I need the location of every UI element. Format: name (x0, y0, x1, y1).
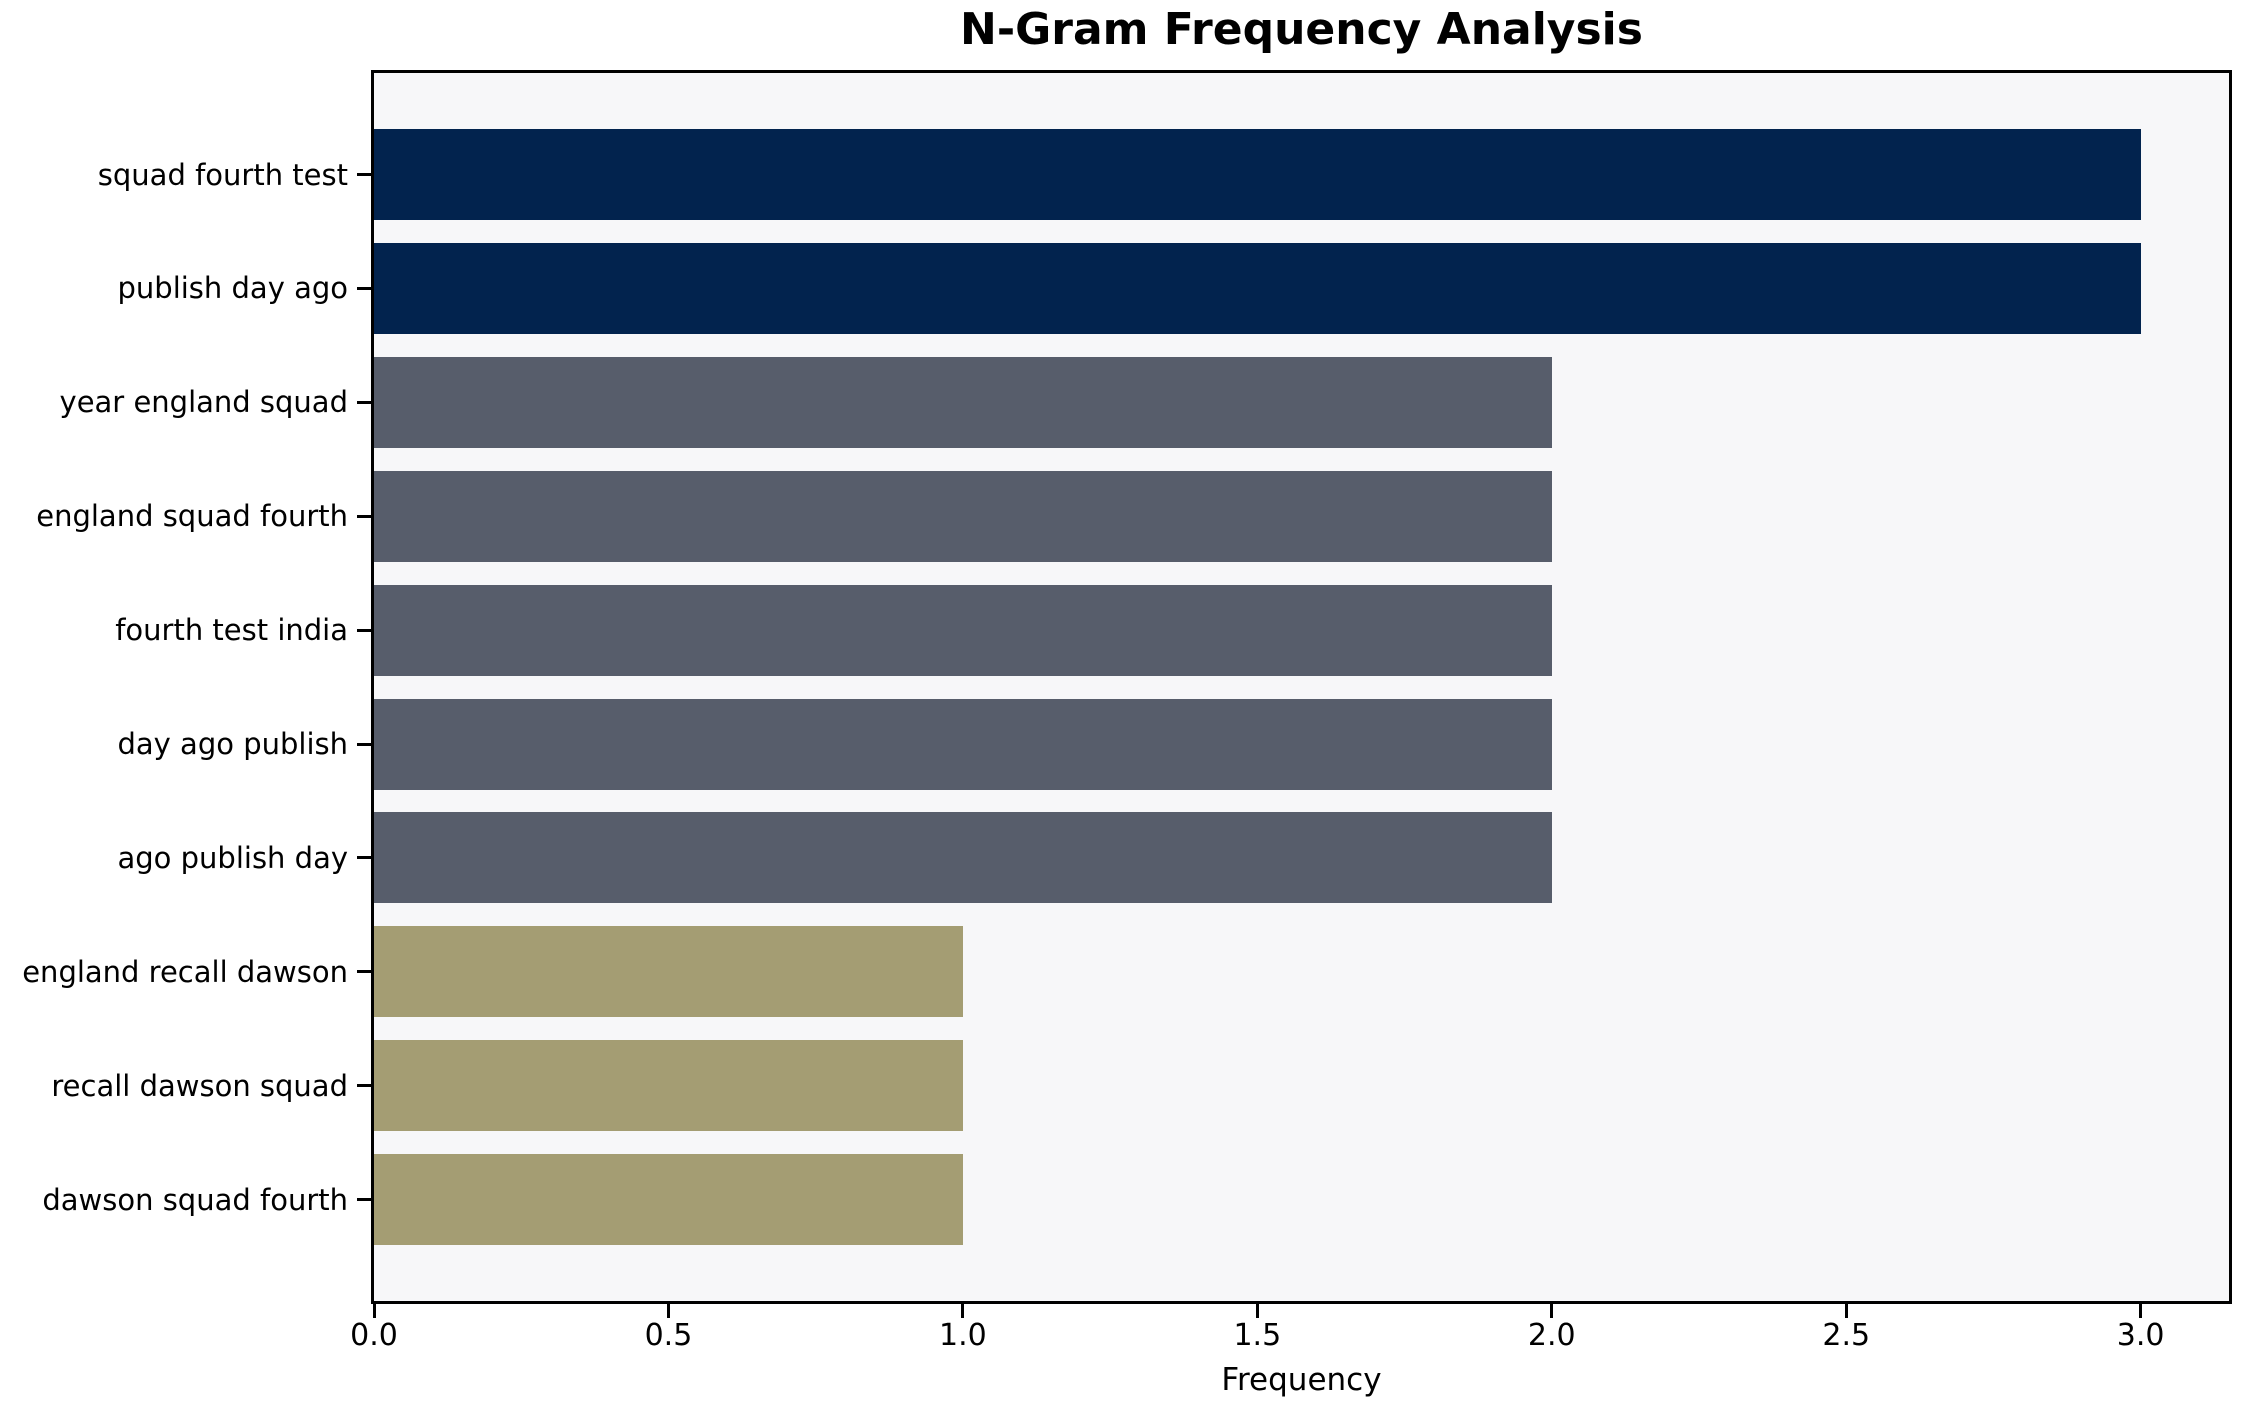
x-tick-mark (1550, 1304, 1554, 1318)
y-tick-mark (357, 400, 371, 404)
bar (374, 242, 2141, 334)
y-tick-mark (357, 1198, 371, 1202)
y-tick-mark (357, 742, 371, 746)
x-tick-label: 1.0 (939, 1318, 987, 1353)
chart-title: N-Gram Frequency Analysis (960, 4, 1643, 55)
x-tick-label: 3.0 (2116, 1318, 2165, 1353)
bar (374, 698, 1552, 790)
x-tick-label: 2.5 (1822, 1318, 1871, 1353)
x-tick-mark (961, 1304, 965, 1318)
bar (374, 812, 1552, 904)
y-tick-mark (357, 970, 371, 974)
y-tick-mark (357, 173, 371, 176)
bar (374, 1040, 963, 1132)
bar (374, 470, 1552, 562)
y-tick-label: ago publish day (117, 840, 349, 875)
x-tick-mark (2139, 1304, 2143, 1318)
y-tick-label: day ago publish (117, 727, 349, 761)
y-tick-mark (357, 628, 371, 632)
y-tick-label: england squad fourth (36, 499, 348, 534)
y-tick-label: fourth test india (115, 613, 348, 648)
y-tick-label: dawson squad fourth (42, 1182, 348, 1217)
plot-area (371, 70, 2232, 1304)
x-tick-mark (1255, 1304, 1259, 1318)
x-tick-label: 0.0 (350, 1318, 398, 1353)
y-tick-label: year england squad (59, 385, 348, 420)
x-axis-label: Frequency (1221, 1362, 1382, 1398)
x-tick-label: 2.0 (1527, 1318, 1576, 1353)
y-axis-labels: squad fourth test publish day ago year eng… (0, 0, 348, 1414)
y-tick-mark (357, 1084, 371, 1088)
x-tick-mark (372, 1304, 376, 1318)
y-tick-label: squad fourth test (97, 157, 348, 192)
x-tick-mark (1844, 1304, 1848, 1318)
bar (374, 926, 963, 1018)
y-tick-label: publish day ago (117, 271, 349, 306)
y-tick-label: england recall dawson (22, 954, 348, 989)
y-tick-mark (357, 286, 371, 290)
x-tick-label: 1.5 (1233, 1318, 1282, 1353)
y-tick-mark (357, 514, 371, 518)
y-tick-label: recall dawson squad (51, 1068, 348, 1103)
x-tick-mark (666, 1304, 670, 1318)
bar (374, 584, 1552, 676)
bar (374, 356, 1552, 448)
bar (374, 129, 2141, 220)
bar (374, 1154, 963, 1246)
x-tick-label: 0.5 (644, 1318, 693, 1353)
y-tick-mark (357, 856, 371, 860)
